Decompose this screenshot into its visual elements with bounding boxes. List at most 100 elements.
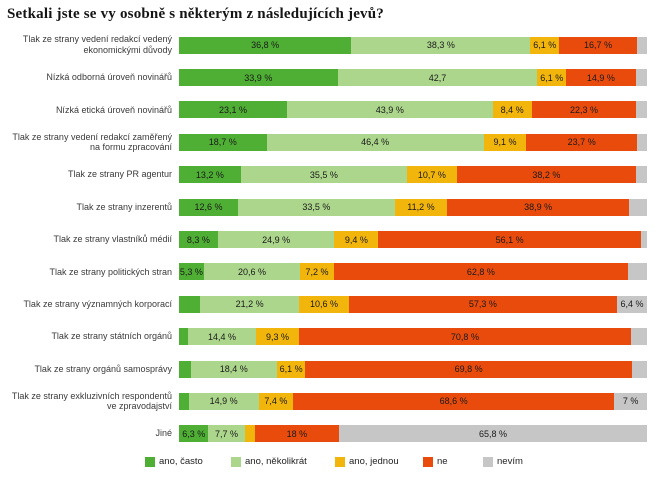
bar-segment-ano-nekolikrat: 7,7 % bbox=[208, 425, 245, 443]
bar-segment-ano-nekolikrat: 42,7 bbox=[337, 69, 538, 87]
category-label: Tlak ze strany orgánů samosprávy bbox=[34, 363, 172, 374]
bar-segment-ano-jednou: 10,7 % bbox=[406, 166, 457, 184]
bar-segment-ne: 56,1 % bbox=[378, 231, 641, 249]
bar-segment-ano-jednou: 9,1 % bbox=[483, 133, 527, 151]
bar-segment-ne: 22,3 % bbox=[531, 101, 637, 119]
bar-segment-nevim: 7 % bbox=[614, 392, 647, 410]
stacked-bar: 18,7 % 46,4 % 9,1 % 23,7 % bbox=[179, 133, 647, 151]
stacked-bar: 33,9 % 42,7 6,1 % 14,9 % bbox=[179, 69, 647, 87]
chart-row: Tlak ze strany exkluzivních respondentů … bbox=[0, 385, 659, 417]
bar-segment-ano-casto: 23,1 % bbox=[179, 101, 288, 119]
chart-row: Tlak ze strany vlastníků médií 8,3 % 24,9 … bbox=[0, 223, 659, 255]
bar-segment-nevim bbox=[632, 360, 647, 378]
bar-segment-nevim bbox=[627, 263, 647, 281]
bar-segment-ano-jednou: 9,4 % bbox=[334, 231, 379, 249]
bar-segment-ano-casto bbox=[179, 392, 189, 410]
category-label: Jiné bbox=[155, 428, 172, 439]
bar-segment-ano-nekolikrat: 21,2 % bbox=[200, 295, 300, 313]
stacked-bar: 8,3 % 24,9 % 9,4 % 56,1 % bbox=[179, 231, 647, 249]
bar-segment-ano-nekolikrat: 18,4 % bbox=[190, 360, 277, 378]
stacked-bar-chart: Tlak ze strany vedení redakcí vedený eko… bbox=[0, 29, 659, 467]
chart-row: Tlak ze strany vedení redakcí vedený eko… bbox=[0, 29, 659, 61]
category-label: Tlak ze strany PR agentur bbox=[67, 169, 172, 180]
bar-segment-ano-jednou bbox=[244, 425, 255, 443]
bar-segment-nevim bbox=[637, 36, 647, 54]
bar-segment-ano-jednou: 10,6 % bbox=[299, 295, 349, 313]
bar-segment-ano-jednou: 7,2 % bbox=[300, 263, 334, 281]
category-label: Tlak ze strany významných korporací bbox=[23, 298, 172, 309]
chart-row: Jiné 6,3 % 7,7 % 18 % 65,8 % bbox=[0, 418, 659, 450]
category-label: Tlak ze strany vlastníků médií bbox=[53, 234, 172, 245]
bar-segment-ne: 18 % bbox=[254, 425, 340, 443]
bar-segment-ano-nekolikrat: 33,5 % bbox=[237, 198, 395, 216]
legend-swatch-icon bbox=[231, 456, 241, 467]
category-label: Tlak ze strany státních orgánů bbox=[51, 331, 172, 342]
bar-segment-nevim bbox=[636, 101, 647, 119]
legend-item-ano-jednou: ano, jednou bbox=[335, 456, 423, 467]
legend-swatch-icon bbox=[335, 456, 345, 467]
stacked-bar: 12,6 % 33,5 % 11,2 % 38,9 % bbox=[179, 198, 647, 216]
bar-segment-ano-casto bbox=[179, 328, 189, 346]
bar-segment-ne: 70,8 % bbox=[299, 328, 631, 346]
stacked-bar: 5,3 % 20,6 % 7,2 % 62,8 % bbox=[179, 263, 647, 281]
bar-segment-ano-casto: 6,3 % bbox=[179, 425, 209, 443]
bar-segment-ano-nekolikrat: 14,9 % bbox=[188, 392, 259, 410]
category-label: Nízká etická úroveň novinářů bbox=[55, 104, 172, 115]
stacked-bar: 6,3 % 7,7 % 18 % 65,8 % bbox=[179, 425, 647, 443]
bar-segment-ano-casto: 12,6 % bbox=[179, 198, 238, 216]
stacked-bar: 14,4 % 9,3 % 70,8 % bbox=[179, 328, 647, 346]
stacked-bar: 36,8 % 38,3 % 6,1 % 16,7 % bbox=[179, 36, 647, 54]
category-label: Tlak ze strany politických stran bbox=[49, 266, 172, 277]
bar-segment-ano-casto: 18,7 % bbox=[179, 133, 267, 151]
bar-segment-nevim bbox=[635, 69, 647, 87]
legend-label: ano, často bbox=[159, 456, 203, 468]
category-label: Tlak ze strany vedení redakcí vedený eko… bbox=[22, 34, 172, 56]
bar-segment-ne: 57,3 % bbox=[348, 295, 617, 313]
bar-segment-ano-nekolikrat: 46,4 % bbox=[266, 133, 484, 151]
stacked-bar: 21,2 % 10,6 % 57,3 % 6,4 % bbox=[179, 295, 647, 313]
bar-segment-nevim bbox=[637, 133, 647, 151]
stacked-bar: 23,1 % 43,9 % 8,4 % 22,3 % bbox=[179, 101, 647, 119]
category-label: Tlak ze strany vedení redakcí zaměřený n… bbox=[12, 131, 172, 153]
bar-segment-ano-nekolikrat: 35,5 % bbox=[240, 166, 407, 184]
bar-segment-ano-jednou: 6,1 % bbox=[276, 360, 306, 378]
bar-segment-ano-jednou: 8,4 % bbox=[492, 101, 532, 119]
bar-segment-ne: 38,9 % bbox=[447, 198, 630, 216]
stacked-bar: 14,9 % 7,4 % 68,6 % 7 % bbox=[179, 392, 647, 410]
bar-segment-nevim bbox=[629, 198, 647, 216]
bar-segment-ano-casto: 5,3 % bbox=[179, 263, 204, 281]
chart-row: Nízká etická úroveň novinářů 23,1 % 43,9 %… bbox=[0, 94, 659, 126]
bar-segment-ano-jednou: 6,1 % bbox=[530, 36, 559, 54]
chart-row: Tlak ze strany významných korporací 21,2 … bbox=[0, 288, 659, 320]
bar-segment-ne: 38,2 % bbox=[456, 166, 636, 184]
bar-segment-ne: 62,8 % bbox=[333, 263, 628, 281]
chart-row: Tlak ze strany inzerentů 12,6 % 33,5 % 11,2… bbox=[0, 191, 659, 223]
bar-segment-ano-casto: 8,3 % bbox=[179, 231, 218, 249]
bar-segment-ano-casto: 13,2 % bbox=[179, 166, 241, 184]
legend-label: ne bbox=[437, 456, 448, 468]
stacked-bar: 18,4 % 6,1 % 69,8 % bbox=[179, 360, 647, 378]
legend-label: ano, několikrát bbox=[245, 456, 307, 468]
chart-row: Tlak ze strany orgánů samosprávy 18,4 % 6,… bbox=[0, 353, 659, 385]
legend-swatch-icon bbox=[145, 456, 155, 467]
legend-label: ano, jednou bbox=[349, 456, 399, 468]
chart-row: Tlak ze strany PR agentur 13,2 % 35,5 % 10,… bbox=[0, 159, 659, 191]
bar-segment-nevim: 65,8 % bbox=[339, 425, 647, 443]
bar-segment-ano-jednou: 7,4 % bbox=[258, 392, 294, 410]
chart-row: Nízká odborná úroveň novinářů 33,9 % 42,7 6… bbox=[0, 61, 659, 93]
bar-segment-ano-casto bbox=[179, 295, 201, 313]
chart-title: Setkali jste se vy osobně s některým z n… bbox=[7, 6, 384, 22]
bar-segment-ano-nekolikrat: 24,9 % bbox=[217, 231, 335, 249]
bar-segment-ne: 23,7 % bbox=[526, 133, 638, 151]
bar-segment-ano-nekolikrat: 38,3 % bbox=[351, 36, 531, 54]
stacked-bar: 13,2 % 35,5 % 10,7 % 38,2 % bbox=[179, 166, 647, 184]
bar-segment-ano-nekolikrat: 43,9 % bbox=[287, 101, 493, 119]
bar-segment-nevim: 6,4 % bbox=[617, 295, 647, 313]
chart-row: Tlak ze strany politických stran 5,3 % 20,… bbox=[0, 256, 659, 288]
bar-segment-nevim bbox=[640, 231, 647, 249]
bar-segment-ano-casto bbox=[179, 360, 191, 378]
chart-row: Tlak ze strany vedení redakcí zaměřený n… bbox=[0, 126, 659, 158]
chart-legend: ano, často ano, několikrát ano, jednou ne ne… bbox=[145, 456, 659, 467]
legend-item-nevim: nevím bbox=[483, 456, 523, 467]
bar-segment-nevim bbox=[630, 328, 647, 346]
